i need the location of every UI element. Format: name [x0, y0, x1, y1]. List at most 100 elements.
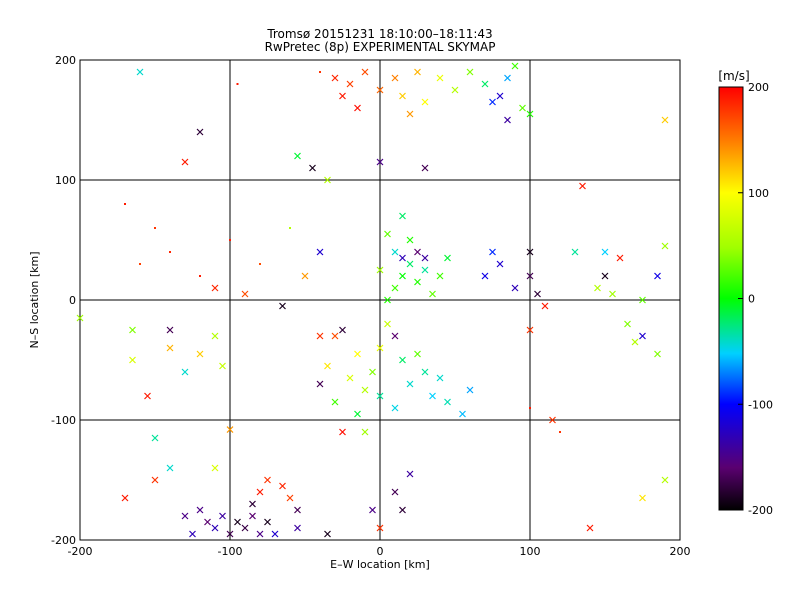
colorbar-tick-label: -100	[748, 398, 773, 411]
data-point-dot	[236, 83, 239, 85]
data-point-x	[346, 374, 354, 382]
data-point-x	[421, 266, 429, 274]
data-point-x	[384, 230, 391, 238]
data-point-x	[639, 332, 646, 340]
data-point-x	[211, 284, 219, 292]
data-point-x	[286, 494, 294, 502]
x-tick-label: 100	[520, 545, 541, 558]
data-point-x	[384, 296, 391, 304]
data-point-x	[294, 524, 301, 532]
data-point-x	[436, 74, 444, 82]
data-point-x	[391, 284, 399, 292]
data-point-x	[249, 512, 256, 520]
data-point-x	[429, 290, 436, 298]
data-point-x	[444, 398, 451, 406]
data-point-x	[459, 410, 466, 418]
data-point-x	[526, 110, 534, 118]
data-point-x	[346, 80, 354, 88]
data-point-x	[196, 128, 204, 136]
data-point-x	[661, 242, 669, 250]
data-point-x	[196, 350, 204, 358]
data-point-x	[339, 326, 346, 334]
data-point-dot	[289, 227, 291, 229]
data-point-x	[196, 506, 204, 514]
data-point-x	[219, 362, 226, 370]
data-point-x	[376, 344, 384, 352]
data-point-x	[166, 326, 174, 334]
data-point-x	[639, 296, 646, 304]
data-point-x	[414, 350, 421, 358]
y-tick-label: -100	[51, 414, 76, 427]
data-point-x	[151, 476, 159, 484]
data-point-x	[406, 110, 414, 118]
data-point-x	[654, 272, 661, 280]
grid-lines	[80, 60, 680, 540]
data-point-x	[294, 152, 301, 160]
data-point-dot	[169, 251, 171, 253]
data-point-x	[391, 332, 399, 340]
data-point-dot	[124, 203, 126, 205]
data-point-x	[391, 74, 399, 82]
data-point-x	[301, 272, 309, 280]
data-point-x	[406, 380, 414, 388]
data-point-x	[661, 476, 669, 484]
x-tick-label: -100	[218, 545, 243, 558]
data-point-x	[391, 404, 399, 412]
data-point-x	[316, 248, 324, 256]
data-point-dot	[319, 71, 321, 73]
data-point-x	[331, 332, 339, 340]
colorbar-tick-label: -200	[748, 504, 773, 517]
data-point-x	[504, 116, 511, 124]
data-point-x	[264, 476, 271, 484]
data-point-x	[496, 260, 504, 268]
data-point-x	[421, 164, 429, 172]
data-point-x	[369, 506, 376, 514]
data-point-x	[376, 86, 384, 94]
data-point-x	[384, 320, 391, 328]
data-point-x	[406, 260, 414, 268]
y-axis-label: N–S location [km]	[28, 251, 41, 348]
data-point-x	[324, 176, 331, 184]
y-tick-label: 0	[69, 294, 76, 307]
data-point-x	[481, 80, 489, 88]
data-point-x	[616, 254, 624, 262]
data-point-x	[549, 416, 556, 424]
data-point-x	[496, 92, 504, 100]
x-tick-label: 0	[377, 545, 384, 558]
data-point-x	[144, 392, 151, 400]
chart-title: Tromsø 20151231 18:10:00–18:11:43	[266, 27, 492, 41]
data-point-x	[354, 104, 361, 112]
data-point-x	[376, 392, 384, 400]
data-point-x	[414, 278, 421, 286]
data-point-x	[601, 248, 609, 256]
data-point-x	[339, 428, 346, 436]
data-point-x	[511, 284, 519, 292]
data-point-x	[399, 92, 406, 100]
data-point-x	[256, 530, 264, 538]
data-point-x	[181, 512, 189, 520]
data-point-x	[361, 386, 369, 394]
data-point-x	[451, 86, 459, 94]
data-point-x	[331, 74, 339, 82]
data-point-x	[571, 248, 579, 256]
data-point-x	[264, 518, 271, 526]
data-point-x	[354, 350, 361, 358]
data-point-x	[399, 506, 406, 514]
colorbar-tick-label: 0	[748, 293, 755, 306]
data-point-x	[226, 426, 234, 434]
data-point-x	[421, 98, 429, 106]
data-point-x	[526, 326, 534, 334]
data-point-x	[429, 392, 436, 400]
plot-area: -200 -100 0 100 200 -200 -100 0 100 200	[51, 54, 690, 558]
data-point-x	[121, 494, 129, 502]
data-point-x	[361, 428, 369, 436]
data-point-x	[444, 254, 451, 262]
colorbar-ticks: 200 100 0 -100 -200	[738, 81, 773, 517]
data-point-x	[414, 68, 421, 76]
data-point-x	[421, 254, 429, 262]
data-point-x	[481, 272, 489, 280]
data-point-x	[436, 374, 444, 382]
data-point-x	[241, 290, 249, 298]
data-point-x	[181, 368, 189, 376]
